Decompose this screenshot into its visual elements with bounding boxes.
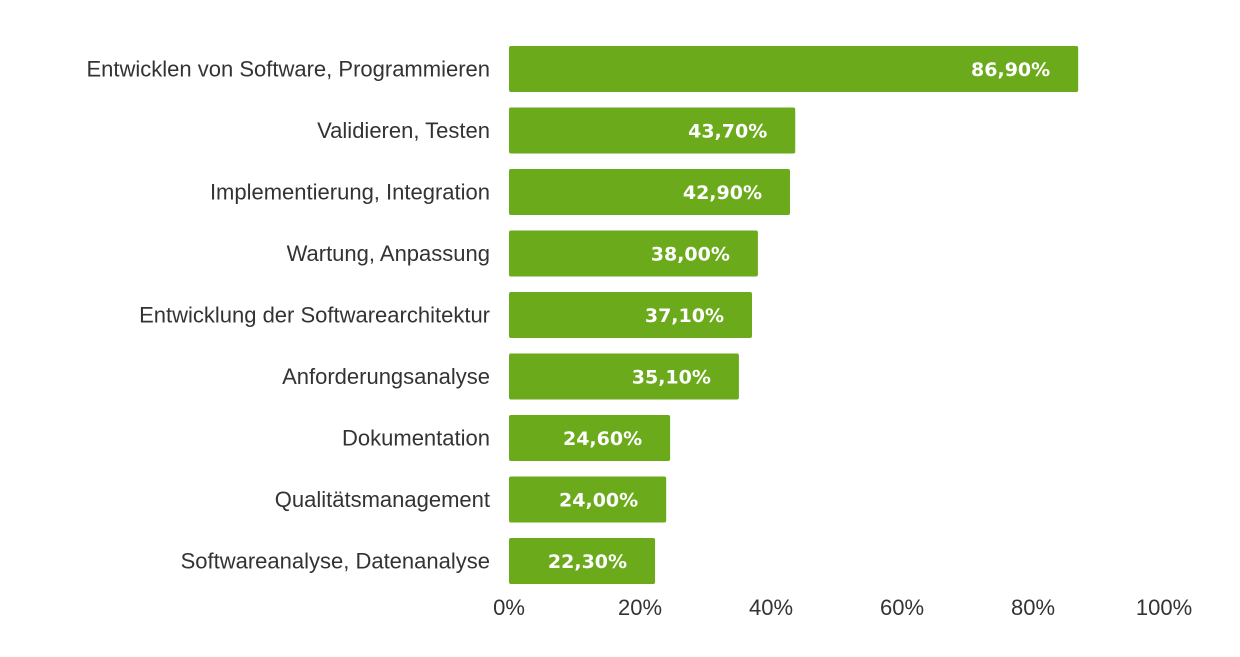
category-label: Entwicklen von Software, Programmieren [87, 57, 491, 82]
value-label: 24,00% [559, 490, 638, 512]
bar [509, 230, 758, 277]
category-label: Wartung, Anpassung [287, 241, 490, 266]
x-tick-label: 100% [1136, 595, 1192, 620]
value-label: 24,60% [563, 428, 642, 450]
category-label: Dokumentation [342, 426, 490, 451]
x-tick-label: 80% [1011, 595, 1055, 620]
bar [509, 538, 656, 584]
value-label: 22,30% [548, 551, 627, 573]
x-tick-label: 20% [618, 595, 662, 620]
category-label: Anforderungsanalyse [282, 364, 490, 389]
bar [509, 353, 739, 400]
value-label: 37,10% [645, 305, 724, 327]
x-tick-label: 40% [749, 595, 793, 620]
x-axis-ticks: 0% 20% 40% 60% 80% 100% [493, 595, 1192, 620]
x-tick-label: 60% [880, 595, 924, 620]
category-label: Implementierung, Integration [210, 180, 490, 205]
bar [509, 292, 753, 338]
category-label: Entwicklung der Softwarearchitektur [139, 303, 490, 328]
bars [509, 46, 1079, 584]
category-label: Softwareanalyse, Datenanalyse [181, 549, 490, 574]
value-label: 86,90% [971, 59, 1050, 81]
category-label: Qualitätsmanagement [275, 487, 490, 512]
value-label: 35,10% [632, 367, 711, 389]
bar [509, 169, 790, 215]
bar [509, 415, 671, 461]
x-tick-label: 0% [493, 595, 525, 620]
category-labels: Entwicklen von Software, Programmieren Va… [87, 57, 491, 574]
bar [509, 46, 1079, 92]
value-label: 38,00% [651, 244, 730, 266]
value-label: 42,90% [683, 182, 762, 204]
bar [509, 476, 667, 523]
bar [509, 107, 796, 154]
category-label: Validieren, Testen [317, 118, 490, 143]
value-labels: 86,90% 43,70% 42,90% 38,00% 37,10% 35,10% 24,6… [548, 59, 1050, 573]
value-label: 43,70% [688, 121, 767, 143]
